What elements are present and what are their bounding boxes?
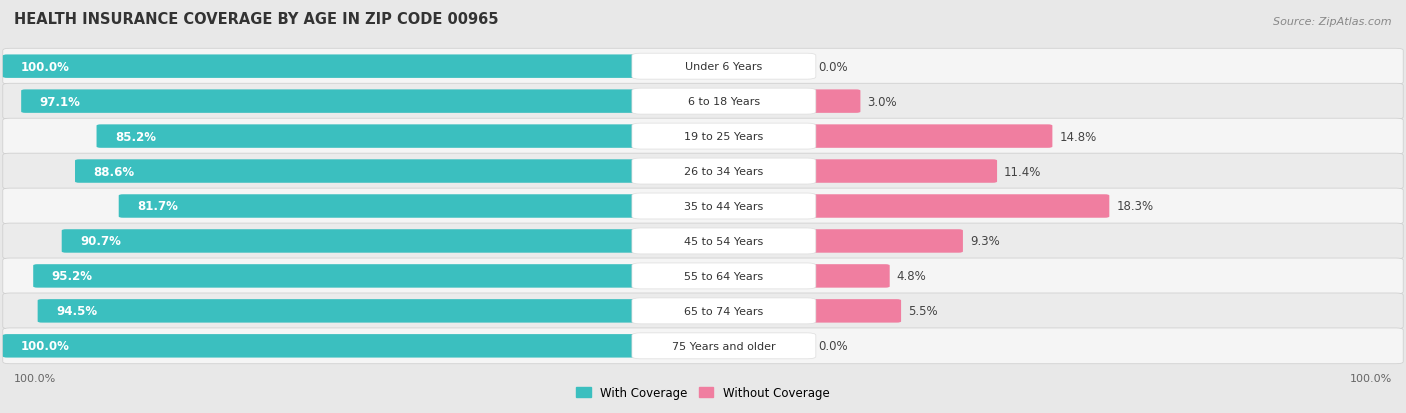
FancyBboxPatch shape	[631, 333, 815, 359]
Text: 75 Years and older: 75 Years and older	[672, 341, 776, 351]
FancyBboxPatch shape	[97, 125, 644, 148]
Text: 100.0%: 100.0%	[21, 339, 70, 352]
FancyBboxPatch shape	[3, 84, 1403, 120]
Text: 0.0%: 0.0%	[818, 61, 848, 74]
FancyBboxPatch shape	[803, 299, 901, 323]
FancyBboxPatch shape	[38, 299, 644, 323]
FancyBboxPatch shape	[3, 328, 1403, 364]
FancyBboxPatch shape	[3, 293, 1403, 329]
FancyBboxPatch shape	[118, 195, 644, 218]
Text: 6 to 18 Years: 6 to 18 Years	[688, 97, 759, 107]
Text: 88.6%: 88.6%	[93, 165, 135, 178]
FancyBboxPatch shape	[631, 159, 815, 185]
Text: 100.0%: 100.0%	[1350, 373, 1392, 383]
Text: 95.2%: 95.2%	[52, 270, 93, 283]
FancyBboxPatch shape	[3, 223, 1403, 259]
Text: 5.5%: 5.5%	[908, 305, 938, 318]
FancyBboxPatch shape	[3, 119, 1403, 154]
FancyBboxPatch shape	[803, 265, 890, 288]
Text: Under 6 Years: Under 6 Years	[685, 62, 762, 72]
FancyBboxPatch shape	[75, 160, 644, 183]
FancyBboxPatch shape	[3, 259, 1403, 294]
Text: 85.2%: 85.2%	[115, 130, 156, 143]
FancyBboxPatch shape	[631, 54, 815, 80]
FancyBboxPatch shape	[3, 189, 1403, 224]
FancyBboxPatch shape	[631, 194, 815, 219]
FancyBboxPatch shape	[3, 154, 1403, 190]
Text: 100.0%: 100.0%	[21, 61, 70, 74]
Text: 97.1%: 97.1%	[39, 95, 80, 108]
FancyBboxPatch shape	[21, 90, 644, 114]
FancyBboxPatch shape	[803, 90, 860, 114]
Text: 100.0%: 100.0%	[14, 373, 56, 383]
FancyBboxPatch shape	[62, 230, 644, 253]
FancyBboxPatch shape	[803, 160, 997, 183]
Text: 11.4%: 11.4%	[1004, 165, 1042, 178]
FancyBboxPatch shape	[3, 55, 644, 79]
Text: 9.3%: 9.3%	[970, 235, 1000, 248]
FancyBboxPatch shape	[631, 89, 815, 115]
Text: 35 to 44 Years: 35 to 44 Years	[685, 202, 763, 211]
Text: 14.8%: 14.8%	[1059, 130, 1097, 143]
FancyBboxPatch shape	[631, 298, 815, 324]
FancyBboxPatch shape	[631, 228, 815, 254]
FancyBboxPatch shape	[803, 195, 1109, 218]
Text: 65 to 74 Years: 65 to 74 Years	[685, 306, 763, 316]
FancyBboxPatch shape	[803, 230, 963, 253]
FancyBboxPatch shape	[3, 334, 644, 358]
Text: 19 to 25 Years: 19 to 25 Years	[685, 132, 763, 142]
Legend: With Coverage, Without Coverage: With Coverage, Without Coverage	[576, 386, 830, 399]
FancyBboxPatch shape	[3, 49, 1403, 85]
FancyBboxPatch shape	[631, 263, 815, 289]
Text: 94.5%: 94.5%	[56, 305, 97, 318]
Text: 0.0%: 0.0%	[818, 339, 848, 352]
Text: 18.3%: 18.3%	[1116, 200, 1153, 213]
Text: 55 to 64 Years: 55 to 64 Years	[685, 271, 763, 281]
Text: 45 to 54 Years: 45 to 54 Years	[685, 236, 763, 247]
Text: 81.7%: 81.7%	[136, 200, 179, 213]
FancyBboxPatch shape	[631, 124, 815, 150]
Text: 3.0%: 3.0%	[868, 95, 897, 108]
FancyBboxPatch shape	[803, 125, 1052, 148]
Text: 90.7%: 90.7%	[80, 235, 121, 248]
Text: 4.8%: 4.8%	[897, 270, 927, 283]
Text: Source: ZipAtlas.com: Source: ZipAtlas.com	[1274, 17, 1392, 27]
Text: 26 to 34 Years: 26 to 34 Years	[685, 166, 763, 177]
Text: HEALTH INSURANCE COVERAGE BY AGE IN ZIP CODE 00965: HEALTH INSURANCE COVERAGE BY AGE IN ZIP …	[14, 12, 499, 27]
FancyBboxPatch shape	[34, 265, 644, 288]
